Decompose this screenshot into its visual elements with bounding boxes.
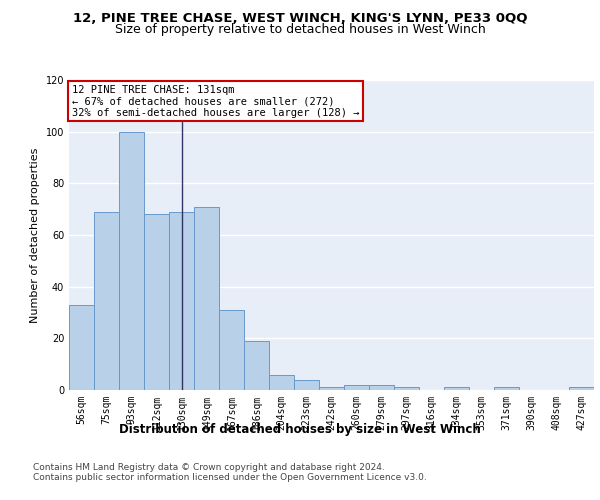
Bar [69,304,94,390]
Text: 12, PINE TREE CHASE, WEST WINCH, KING'S LYNN, PE33 0QQ: 12, PINE TREE CHASE, WEST WINCH, KING'S … [73,12,527,26]
Bar [569,388,594,390]
Text: 12 PINE TREE CHASE: 131sqm
← 67% of detached houses are smaller (272)
32% of sem: 12 PINE TREE CHASE: 131sqm ← 67% of deta… [71,84,359,118]
Bar [194,206,219,390]
Bar [294,380,319,390]
Bar [244,341,269,390]
Bar [269,374,294,390]
Bar [319,388,344,390]
Y-axis label: Number of detached properties: Number of detached properties [30,148,40,322]
Bar [394,388,419,390]
Bar [494,388,519,390]
Bar [169,212,194,390]
Text: Contains public sector information licensed under the Open Government Licence v3: Contains public sector information licen… [33,474,427,482]
Bar [119,132,144,390]
Bar [144,214,169,390]
Text: Distribution of detached houses by size in West Winch: Distribution of detached houses by size … [119,422,481,436]
Text: Size of property relative to detached houses in West Winch: Size of property relative to detached ho… [115,22,485,36]
Bar [219,310,244,390]
Bar [369,385,394,390]
Text: Contains HM Land Registry data © Crown copyright and database right 2024.: Contains HM Land Registry data © Crown c… [33,462,385,471]
Bar [344,385,369,390]
Bar [444,388,469,390]
Bar [94,212,119,390]
